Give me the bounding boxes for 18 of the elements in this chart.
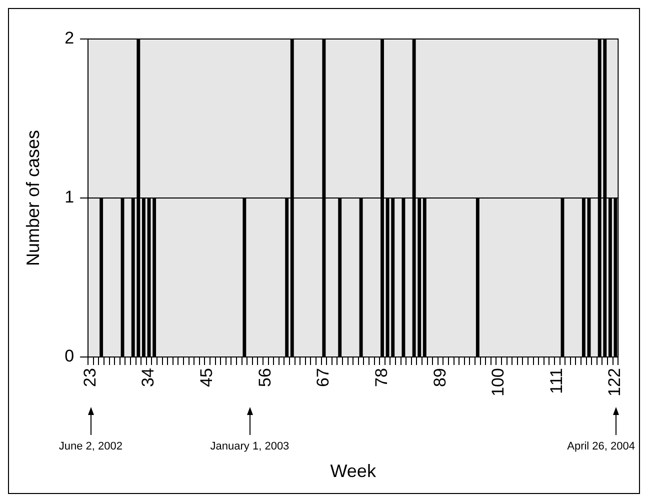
text: June 2, 2002 <box>58 440 123 453</box>
x-axis-title: Week <box>330 461 377 482</box>
x-tick-label: 89 <box>430 368 450 387</box>
text: January 1, 2003 <box>210 440 290 453</box>
x-tick-label: 56 <box>255 368 274 387</box>
x-tick-label: 34 <box>138 368 158 387</box>
text: April 26, 2004 <box>567 440 636 453</box>
x-tick-label: 23 <box>80 368 100 387</box>
y-tick-label: 0 <box>64 346 74 366</box>
y-tick-label: 2 <box>64 28 74 48</box>
y-axis-title: Number of cases <box>22 130 43 266</box>
x-tick-label: 100 <box>488 368 508 396</box>
x-tick-label: 122 <box>605 368 624 396</box>
x-tick-label: 111 <box>546 368 566 394</box>
x-tick-label: 45 <box>197 368 216 387</box>
y-tick-label: 1 <box>64 188 74 207</box>
x-tick-label: 78 <box>372 368 391 387</box>
x-tick-label: 67 <box>314 368 333 387</box>
